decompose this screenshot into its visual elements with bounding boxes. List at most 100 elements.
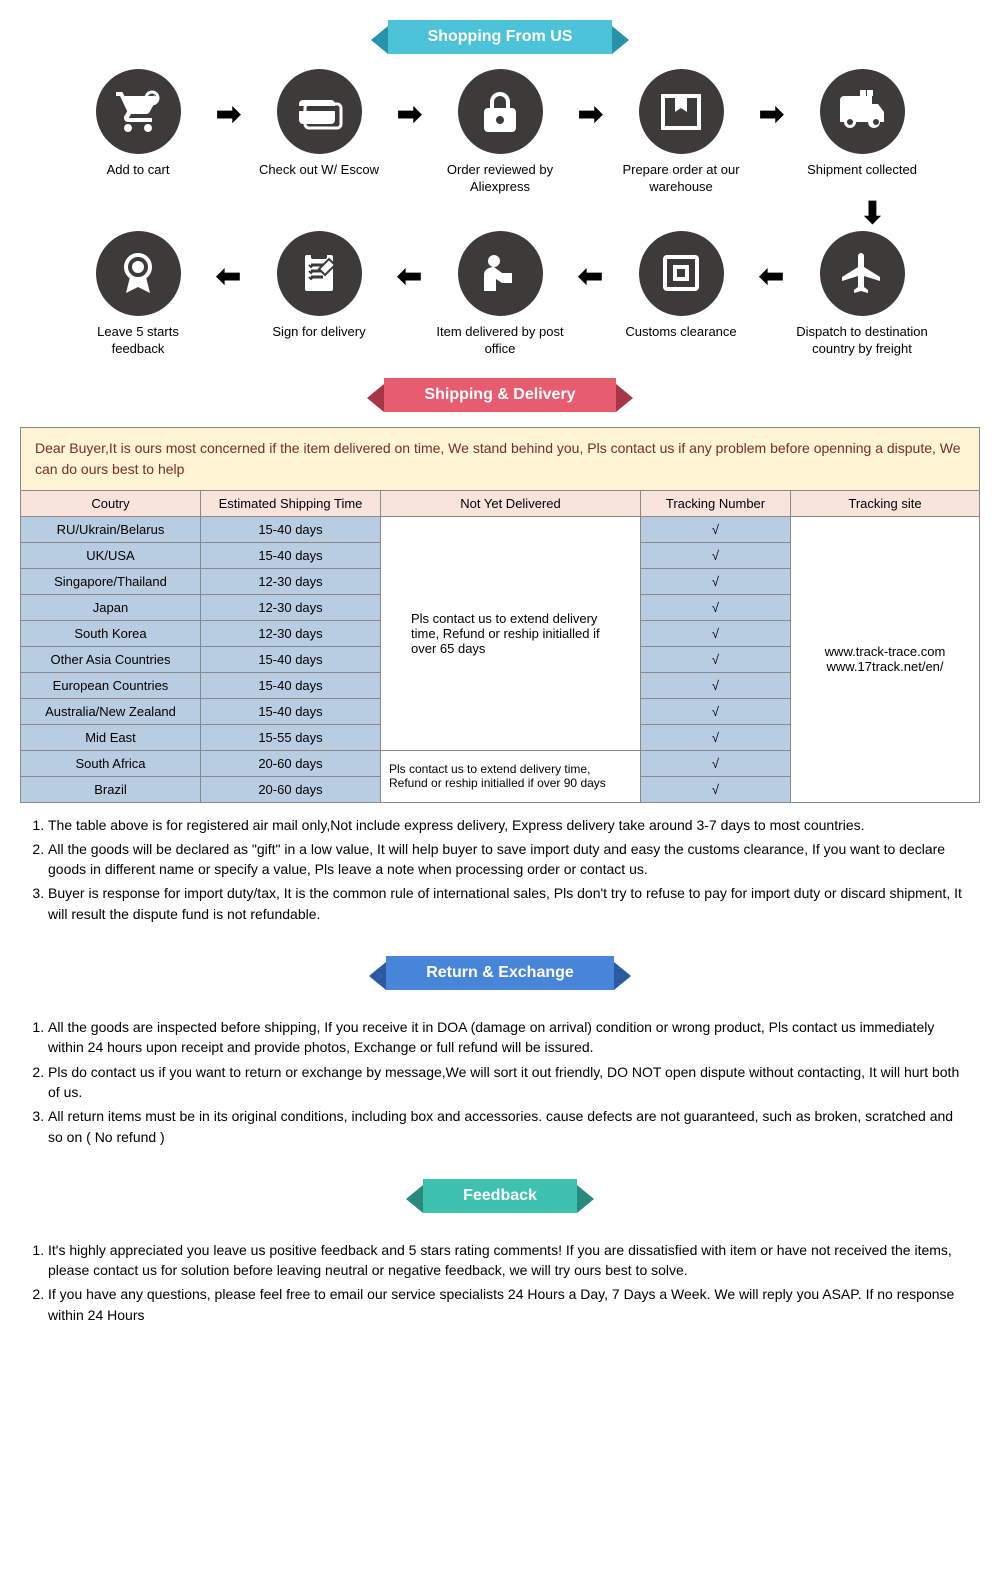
col-tracking: Tracking Number [641, 490, 791, 516]
cell-check: √ [641, 672, 791, 698]
cell-time: 20-60 days [201, 776, 381, 802]
cell-time: 12-30 days [201, 594, 381, 620]
step-checkout: Check out W/ Escow [252, 69, 387, 179]
cell-check: √ [641, 776, 791, 802]
step-label: Shipment collected [807, 162, 917, 179]
note-item: All the goods will be declared as "gift"… [48, 839, 970, 880]
cell-country: Other Asia Countries [21, 646, 201, 672]
banner-label: Shipping & Delivery [384, 378, 615, 412]
cell-check: √ [641, 724, 791, 750]
arrow-right-icon: ➡ [395, 97, 425, 132]
cell-country: South Korea [21, 620, 201, 646]
step-cart: Add to cart [71, 69, 206, 179]
step-collect: Shipment collected [795, 69, 930, 179]
cell-country: Brazil [21, 776, 201, 802]
shipping-notes: The table above is for registered air ma… [0, 803, 1000, 936]
arrow-right-icon: ➡ [757, 97, 787, 132]
cell-tracking-site: www.track-trace.comwww.17track.net/en/ [791, 516, 980, 802]
col-time: Estimated Shipping Time [201, 490, 381, 516]
note-item: Buyer is response for import duty/tax, I… [48, 883, 970, 924]
process-flow: Add to cart ➡ Check out W/ Escow ➡ Order… [0, 69, 1000, 358]
note-item: The table above is for registered air ma… [48, 815, 970, 835]
cell-time: 15-55 days [201, 724, 381, 750]
step-label: Item delivered by post office [433, 324, 568, 358]
arrow-right-icon: ➡ [214, 97, 244, 132]
shipping-table-wrap: Dear Buyer,It is ours most concerned if … [0, 427, 1000, 803]
cart-icon [96, 69, 181, 154]
cell-time: 12-30 days [201, 568, 381, 594]
arrow-down-icon: ⬇ [30, 199, 970, 229]
return-banner: Return & Exchange [0, 956, 1000, 990]
scanner-icon [639, 231, 724, 316]
step-review: Order reviewed by Aliexpress [433, 69, 568, 196]
step-label: Dispatch to destination country by freig… [795, 324, 930, 358]
cell-country: Japan [21, 594, 201, 620]
step-label: Sign for delivery [272, 324, 365, 341]
cell-country: Mid East [21, 724, 201, 750]
step-prepare: Prepare order at our warehouse [614, 69, 749, 196]
cell-check: √ [641, 516, 791, 542]
plane-icon [820, 231, 905, 316]
note-item: All the goods are inspected before shipp… [48, 1017, 970, 1058]
note-item: It's highly appreciated you leave us pos… [48, 1240, 970, 1281]
cell-time: 15-40 days [201, 672, 381, 698]
feedback-banner: Feedback [0, 1179, 1000, 1213]
cell-check: √ [641, 594, 791, 620]
step-label: Leave 5 starts feedback [71, 324, 206, 358]
table-header-row: Coutry Estimated Shipping Time Not Yet D… [21, 490, 980, 516]
cell-country: Australia/New Zealand [21, 698, 201, 724]
col-site: Tracking site [791, 490, 980, 516]
note-item: Pls do contact us if you want to return … [48, 1062, 970, 1103]
delivery-person-icon [458, 231, 543, 316]
cell-country: UK/USA [21, 542, 201, 568]
note-item: If you have any questions, please feel f… [48, 1284, 970, 1325]
step-label: Add to cart [107, 162, 170, 179]
arrow-right-icon: ➡ [576, 97, 606, 132]
cell-country: Singapore/Thailand [21, 568, 201, 594]
arrow-left-icon: ⬅ [757, 259, 787, 294]
cell-nyd-1: Pls contact us to extend delivery time, … [381, 516, 641, 750]
arrow-left-icon: ⬅ [395, 259, 425, 294]
feedback-notes: It's highly appreciated you leave us pos… [0, 1228, 1000, 1337]
banner-label: Shopping From US [388, 20, 613, 54]
cell-check: √ [641, 568, 791, 594]
step-sign: Sign for delivery [252, 231, 387, 341]
cell-country: RU/Ukrain/Belarus [21, 516, 201, 542]
cell-time: 15-40 days [201, 698, 381, 724]
cell-check: √ [641, 620, 791, 646]
cell-check: √ [641, 750, 791, 776]
step-customs: Customs clearance [614, 231, 749, 341]
banner-label: Return & Exchange [386, 956, 614, 990]
flow-row-2: Leave 5 starts feedback ⬅ Sign for deliv… [30, 231, 970, 358]
cell-check: √ [641, 542, 791, 568]
card-icon [277, 69, 362, 154]
cell-time: 15-40 days [201, 516, 381, 542]
cell-country: South Africa [21, 750, 201, 776]
cell-time: 20-60 days [201, 750, 381, 776]
table-row: RU/Ukrain/Belarus15-40 daysPls contact u… [21, 516, 980, 542]
cell-time: 15-40 days [201, 542, 381, 568]
step-delivered: Item delivered by post office [433, 231, 568, 358]
cell-check: √ [641, 646, 791, 672]
cell-nyd-2: Pls contact us to extend delivery time, … [381, 750, 641, 802]
step-feedback: Leave 5 starts feedback [71, 231, 206, 358]
step-label: Check out W/ Escow [259, 162, 379, 179]
arrow-left-icon: ⬅ [576, 259, 606, 294]
arrow-left-icon: ⬅ [214, 259, 244, 294]
clipboard-icon [277, 231, 362, 316]
step-dispatch: Dispatch to destination country by freig… [795, 231, 930, 358]
lock-icon [458, 69, 543, 154]
cell-time: 15-40 days [201, 646, 381, 672]
shipping-table: Dear Buyer,It is ours most concerned if … [20, 427, 980, 803]
step-label: Customs clearance [625, 324, 736, 341]
cell-country: European Countries [21, 672, 201, 698]
flow-row-1: Add to cart ➡ Check out W/ Escow ➡ Order… [30, 69, 970, 196]
package-icon [639, 69, 724, 154]
return-notes: All the goods are inspected before shipp… [0, 1005, 1000, 1159]
cell-time: 12-30 days [201, 620, 381, 646]
banner-label: Feedback [423, 1179, 577, 1213]
col-country: Coutry [21, 490, 201, 516]
truck-icon [820, 69, 905, 154]
col-nyd: Not Yet Delivered [381, 490, 641, 516]
badge-icon [96, 231, 181, 316]
